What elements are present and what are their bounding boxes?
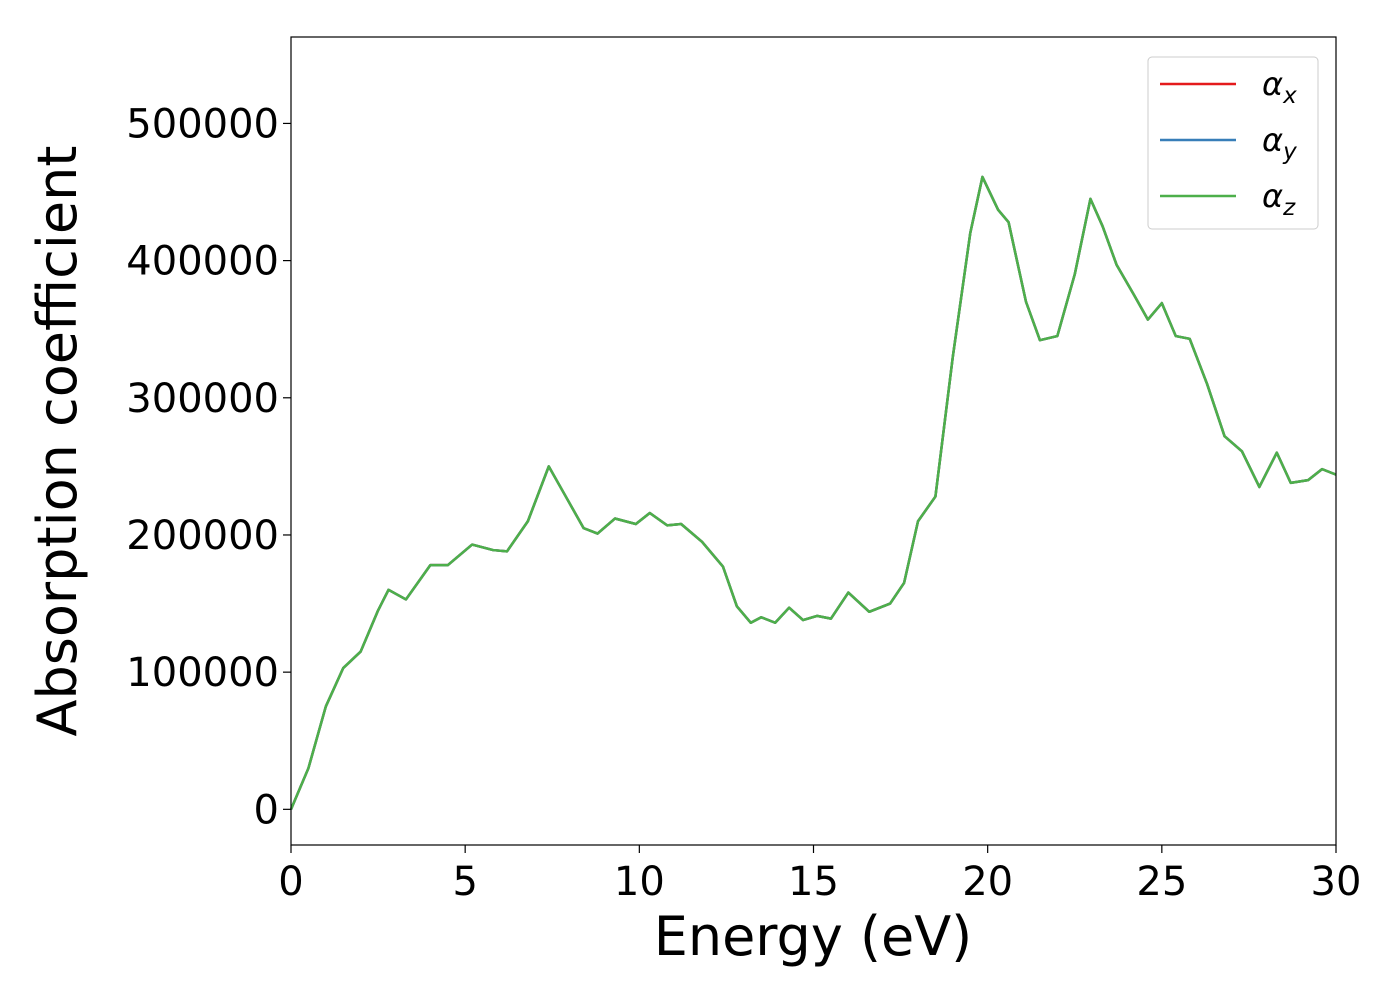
- x-tick-label: 0: [278, 859, 303, 905]
- series-line: [289, 175, 1337, 810]
- series-line: [289, 175, 1337, 810]
- x-tick-label: 20: [962, 859, 1013, 905]
- x-tick-label: 30: [1311, 859, 1362, 905]
- legend-box: [1147, 56, 1319, 230]
- series-line: [289, 175, 1337, 810]
- x-tick-label: 25: [1136, 859, 1187, 905]
- legend-label: αz: [1262, 177, 1296, 221]
- legend: αx αy αz: [1147, 56, 1319, 230]
- legend-label: αx: [1262, 65, 1297, 109]
- y-axis-label: Absorption coefficient: [26, 146, 89, 737]
- y-tick-label: 200000: [126, 513, 279, 559]
- legend-label: αy: [1262, 121, 1297, 165]
- x-axis-label: Energy (eV): [654, 905, 973, 968]
- x-tick-label: 15: [788, 859, 839, 905]
- x-tick-label: 5: [452, 859, 477, 905]
- y-tick-label: 500000: [126, 101, 279, 147]
- x-tick-label: 10: [614, 859, 665, 905]
- y-tick-label: 0: [254, 787, 279, 833]
- y-tick-label: 400000: [126, 239, 279, 285]
- y-tick-label: 100000: [126, 650, 279, 696]
- axes-frame: [290, 36, 1337, 846]
- y-tick-label: 300000: [126, 376, 279, 422]
